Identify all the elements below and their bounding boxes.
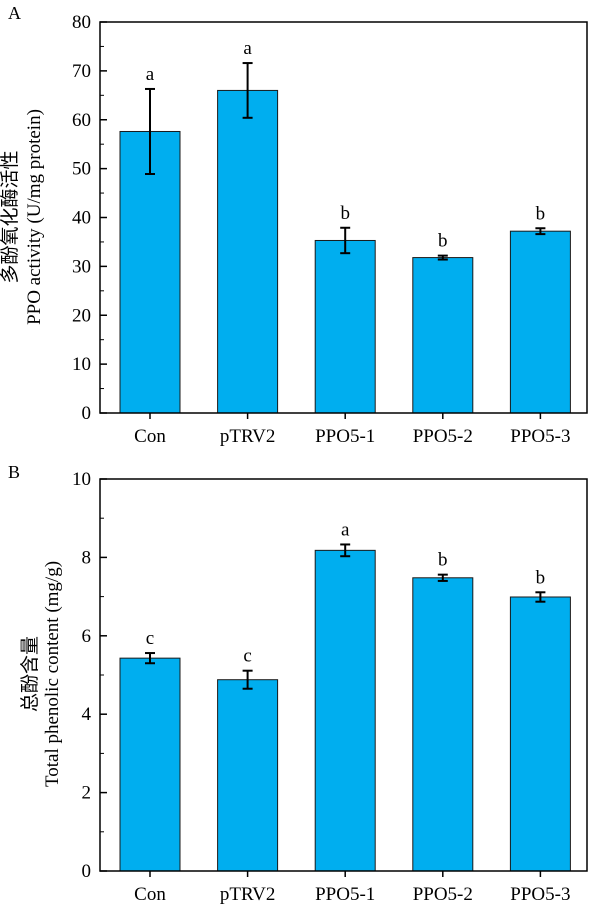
y-tick-label: 0: [82, 861, 92, 882]
y-tick-label: 6: [82, 626, 92, 647]
significance-label: b: [536, 567, 546, 588]
x-tick-label: pTRV2: [220, 426, 275, 447]
y-tick-label: 20: [72, 305, 91, 326]
x-tick-label: PPO5-1: [315, 884, 375, 905]
y-tick-label: 10: [72, 469, 91, 490]
y-axis-label: Total phenolic content (mg/g): [42, 561, 63, 787]
y-tick-label: 2: [82, 783, 92, 804]
panel-b: Bc Con c pTRV2 a PPO5-1 b PPO5-2 b PPO5-3 0 2 4 6 8 10 T…: [8, 462, 588, 905]
bar: [509, 596, 571, 872]
x-tick-label: PPO5-2: [413, 426, 473, 447]
significance-label: b: [438, 231, 448, 252]
panel-label: B: [8, 462, 20, 482]
y-axis-label-cn: 总酚含量: [19, 636, 41, 712]
y-tick-label: 80: [72, 12, 91, 33]
significance-label: b: [340, 203, 350, 224]
significance-label: a: [146, 64, 155, 85]
x-tick-label: PPO5-1: [315, 426, 375, 447]
x-tick-label: Con: [134, 884, 166, 905]
x-tick-label: PPO5-3: [510, 884, 570, 905]
x-tick-label: pTRV2: [220, 884, 275, 905]
bar: [314, 239, 376, 414]
x-tick-label: PPO5-2: [413, 884, 473, 905]
bar: [412, 577, 474, 872]
y-tick-label: 70: [72, 61, 91, 82]
y-axis-label-cn: 多酚氧化酶活性: [0, 150, 21, 283]
bar: [412, 257, 474, 414]
bar: [217, 679, 279, 872]
significance-label: a: [341, 519, 350, 540]
y-axis-label: PPO activity (U/mg protein): [24, 109, 45, 325]
significance-label: a: [243, 38, 252, 59]
bar: [217, 89, 279, 414]
significance-label: b: [438, 550, 448, 571]
significance-label: c: [243, 646, 251, 667]
y-tick-label: 0: [82, 403, 92, 424]
y-tick-label: 10: [72, 354, 91, 375]
x-tick-label: Con: [134, 426, 166, 447]
y-tick-label: 50: [72, 159, 91, 180]
panel-label: A: [8, 3, 21, 23]
significance-label: b: [536, 203, 546, 224]
significance-label: c: [146, 628, 154, 649]
bar: [119, 657, 181, 872]
y-tick-label: 30: [72, 256, 91, 277]
y-tick-label: 4: [82, 704, 92, 725]
x-tick-label: PPO5-3: [510, 426, 570, 447]
y-tick-label: 60: [72, 110, 91, 131]
panel-a: Aa Con a pTRV2 b PPO5-1 b PPO5-2 b PPO5-3 0 10 20 30 4…: [0, 3, 588, 447]
bar: [314, 549, 376, 872]
bar: [509, 230, 571, 414]
bar: [119, 130, 181, 414]
y-tick-label: 8: [82, 547, 92, 568]
y-tick-label: 40: [72, 208, 91, 229]
